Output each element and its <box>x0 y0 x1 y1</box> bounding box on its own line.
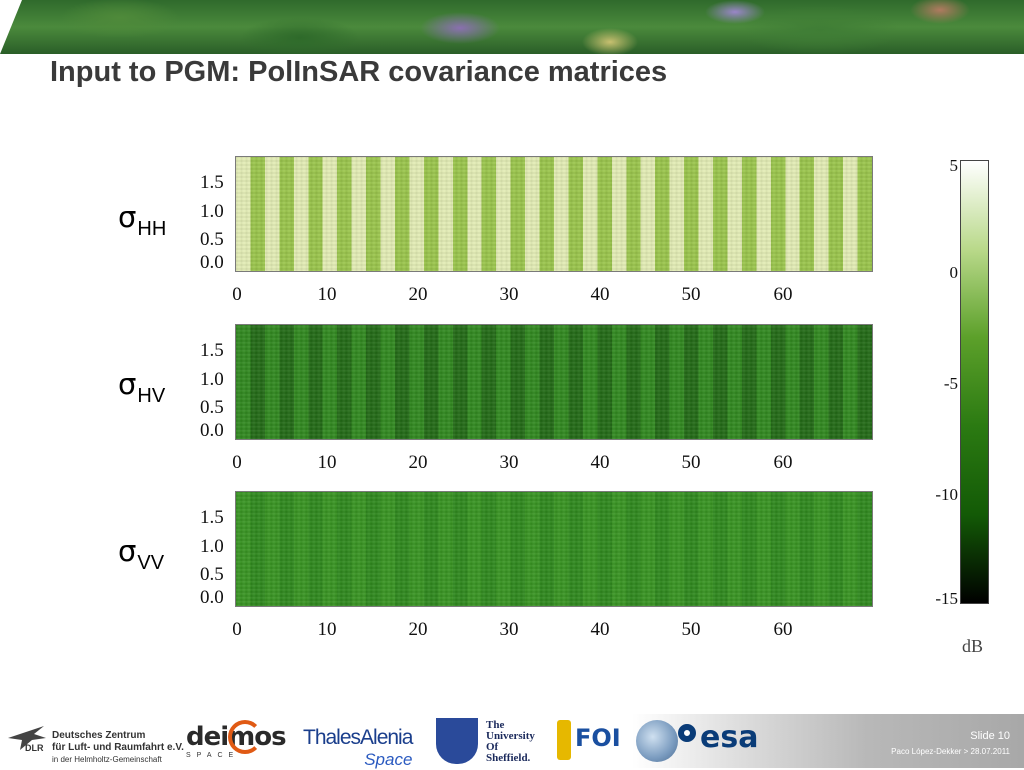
sigma-vv-label: σVV <box>118 534 165 574</box>
x-tick-label: 60 <box>773 619 793 640</box>
footer-grey-band <box>632 714 1024 768</box>
x-tick-label: 10 <box>317 284 337 305</box>
foi-crest-icon <box>557 720 571 760</box>
sigma-hh-label: σHH <box>118 200 167 240</box>
y-tick-label: 1.5 <box>200 172 224 193</box>
colorbar-unit: dB <box>962 636 984 656</box>
x-tick-label: 40 <box>590 452 610 473</box>
dlr-logo <box>4 716 50 756</box>
deimos-orbit-icon <box>228 720 262 754</box>
x-tick-label: 60 <box>773 452 793 473</box>
y-tick-label: 1.5 <box>200 340 224 361</box>
x-tick-label: 0 <box>232 452 242 473</box>
esa-e-icon <box>678 724 696 742</box>
banner-corner-cut <box>0 0 22 54</box>
y-tick-label: 0.5 <box>200 397 224 418</box>
slide-number: Slide 10 <box>970 730 1010 742</box>
x-tick-label: 0 <box>232 284 242 305</box>
foi-logo: FOI <box>575 724 621 752</box>
dlr-abbr: DLR <box>25 743 44 753</box>
x-tick-label: 60 <box>773 284 793 305</box>
x-tick-label: 50 <box>681 619 701 640</box>
thales-alenia-logo: ThalesAlenia Space <box>303 726 413 769</box>
x-tick-label: 40 <box>590 284 610 305</box>
presenter-date: Paco López-Dekker > 28.07.2011 <box>891 747 1010 756</box>
vv-image-panel <box>235 491 873 607</box>
x-tick-label: 50 <box>681 452 701 473</box>
dlr-name: Deutsches Zentrum für Luft- und Raumfahr… <box>52 730 184 764</box>
y-tick-label: 0.5 <box>200 564 224 585</box>
colorbar-tick-label: 5 <box>949 156 959 175</box>
y-tick-label: 1.0 <box>200 201 224 222</box>
y-tick-label: 0.0 <box>200 587 224 608</box>
y-tick-label: 1.0 <box>200 536 224 557</box>
x-tick-label: 10 <box>317 452 337 473</box>
colorbar-tick-label: -5 <box>943 374 958 393</box>
x-tick-label: 40 <box>590 619 610 640</box>
x-tick-label: 30 <box>499 452 519 473</box>
x-tick-label: 0 <box>232 619 242 640</box>
y-tick-label: 0.5 <box>200 229 224 250</box>
dlr-emblem-icon <box>8 726 46 750</box>
x-tick-label: 20 <box>408 452 428 473</box>
hv-image-panel <box>235 324 873 440</box>
sheffield-crest-icon <box>436 718 478 764</box>
y-tick-label: 0.0 <box>200 420 224 441</box>
x-tick-label: 30 <box>499 284 519 305</box>
colorbar-tick-label: -10 <box>935 485 958 504</box>
y-tick-label: 1.0 <box>200 369 224 390</box>
colorbar-tick-label: 0 <box>949 263 959 282</box>
x-tick-label: 30 <box>499 619 519 640</box>
earth-globe-icon <box>636 720 678 762</box>
y-tick-label: 1.5 <box>200 507 224 528</box>
forest-banner-image <box>0 0 1024 54</box>
colorbar-tick-label: -15 <box>935 589 958 608</box>
colorbar <box>960 160 989 604</box>
sigma-hv-label: σHV <box>118 367 166 407</box>
y-tick-label: 0.0 <box>200 252 224 273</box>
x-tick-label: 50 <box>681 284 701 305</box>
x-tick-label: 20 <box>408 619 428 640</box>
sheffield-name: The University Of Sheffield. <box>486 719 535 764</box>
slide-title: Input to PGM: PolInSAR covariance matric… <box>50 56 668 88</box>
esa-logo: esa <box>700 720 759 755</box>
hh-image-panel <box>235 156 873 272</box>
x-tick-label: 10 <box>317 619 337 640</box>
x-tick-label: 20 <box>408 284 428 305</box>
